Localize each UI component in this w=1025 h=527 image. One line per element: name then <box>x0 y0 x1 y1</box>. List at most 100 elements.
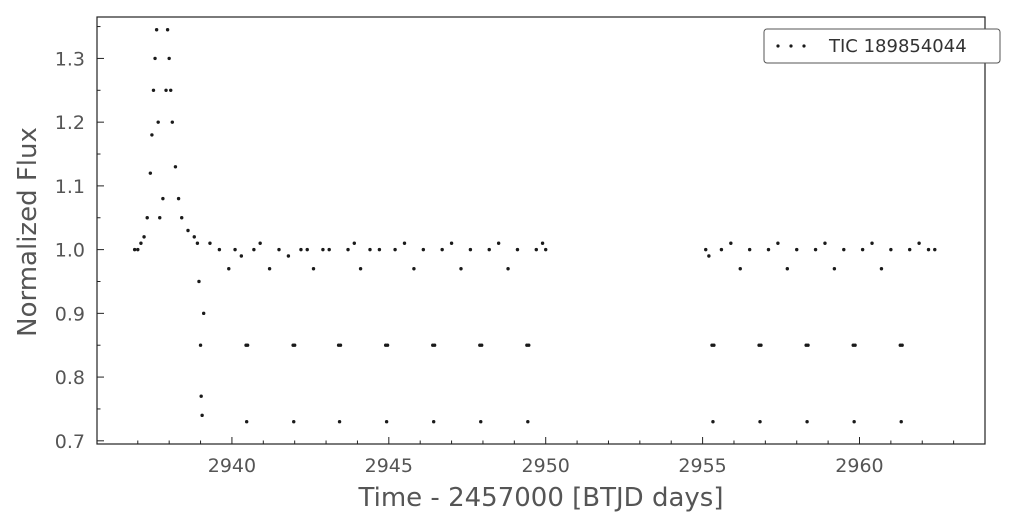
data-point <box>252 247 256 252</box>
data-point <box>244 419 249 424</box>
data-point <box>496 241 501 245</box>
data-point <box>150 133 154 137</box>
data-point <box>176 196 181 201</box>
data-point <box>180 216 184 220</box>
data-point <box>305 247 309 252</box>
data-point <box>853 343 857 347</box>
data-point <box>907 247 912 252</box>
data-point <box>346 247 350 252</box>
data-point <box>384 419 389 424</box>
data-point <box>526 419 530 424</box>
data-point <box>459 267 463 271</box>
data-point <box>704 247 708 252</box>
data-point <box>879 267 884 271</box>
data-point <box>479 343 484 347</box>
data-point <box>852 419 856 424</box>
data-point <box>758 419 762 424</box>
legend-marker <box>789 44 793 48</box>
x-axis-label: Time - 2457000 [BTJD days] <box>358 483 724 513</box>
data-point <box>926 247 931 252</box>
data-point <box>785 267 790 271</box>
data-point <box>860 247 865 252</box>
data-point <box>506 267 510 271</box>
data-point <box>440 247 444 252</box>
data-point <box>540 241 545 245</box>
data-point <box>161 196 165 201</box>
data-point <box>759 343 763 347</box>
data-point <box>719 247 724 252</box>
data-point <box>432 343 437 347</box>
data-point <box>402 241 407 245</box>
data-point <box>823 241 827 245</box>
data-point <box>227 267 231 271</box>
data-point <box>153 56 157 61</box>
y-tick-label: 1.3 <box>55 48 85 70</box>
data-point <box>712 343 716 347</box>
data-point <box>169 88 173 92</box>
data-point <box>245 343 250 347</box>
data-point <box>299 247 303 252</box>
x-axis-ticks: 2940 2945 2950 2955 2960 <box>137 437 955 477</box>
data-point <box>385 343 390 347</box>
data-point <box>738 267 742 271</box>
data-point <box>368 247 372 252</box>
data-point <box>327 247 331 252</box>
data-point <box>277 247 281 252</box>
data-point <box>338 343 343 347</box>
data-point <box>258 241 262 245</box>
data-point <box>899 419 903 424</box>
data-point <box>933 247 937 252</box>
x-tick-label: 2940 <box>208 455 256 477</box>
data-point <box>534 247 538 252</box>
y-tick-label: 0.8 <box>55 367 85 389</box>
y-tick-label: 1.0 <box>55 240 85 262</box>
data-point <box>479 419 483 424</box>
data-point <box>358 267 363 271</box>
x-tick-label: 2945 <box>365 455 413 477</box>
data-point <box>544 247 548 252</box>
data-point <box>321 247 325 252</box>
data-point <box>208 241 212 245</box>
data-point <box>337 419 342 424</box>
data-point <box>711 419 715 424</box>
data-point <box>198 343 203 347</box>
data-point <box>707 254 711 258</box>
y-axis-ticks: 0.7 0.8 0.9 1.0 1.1 1.2 1.3 <box>55 26 104 453</box>
data-point <box>795 247 799 252</box>
data-point <box>201 311 206 316</box>
data-point <box>806 343 810 347</box>
data-point <box>200 413 204 418</box>
legend-box <box>763 28 1001 64</box>
y-tick-label: 0.7 <box>55 431 85 453</box>
data-point <box>136 247 140 252</box>
data-point <box>917 241 921 245</box>
legend-label: TIC 189854044 <box>828 36 967 57</box>
y-tick-label: 0.9 <box>55 303 85 325</box>
data-point <box>421 247 426 252</box>
data-point <box>766 247 771 252</box>
data-point <box>165 28 170 32</box>
data-point <box>154 28 159 32</box>
legend-marker <box>802 44 806 48</box>
data-point <box>412 267 416 271</box>
data-point <box>170 120 175 124</box>
data-point <box>148 171 153 175</box>
data-point <box>747 247 752 252</box>
legend: TIC 189854044 <box>763 28 1001 64</box>
data-point <box>139 241 143 245</box>
data-point <box>167 56 171 61</box>
data-point <box>145 216 149 220</box>
data-point <box>132 247 137 252</box>
data-point <box>842 247 846 252</box>
y-tick-label: 1.1 <box>55 176 85 198</box>
x-tick-label: 2950 <box>522 455 570 477</box>
data-point <box>292 343 297 347</box>
data-point <box>889 247 893 252</box>
data-point <box>377 247 382 252</box>
y-axis-label: Normalized Flux <box>13 127 43 337</box>
data-point <box>151 88 156 92</box>
data-points <box>132 28 937 424</box>
data-point <box>449 241 454 245</box>
data-point <box>292 419 296 424</box>
data-point <box>776 241 780 245</box>
